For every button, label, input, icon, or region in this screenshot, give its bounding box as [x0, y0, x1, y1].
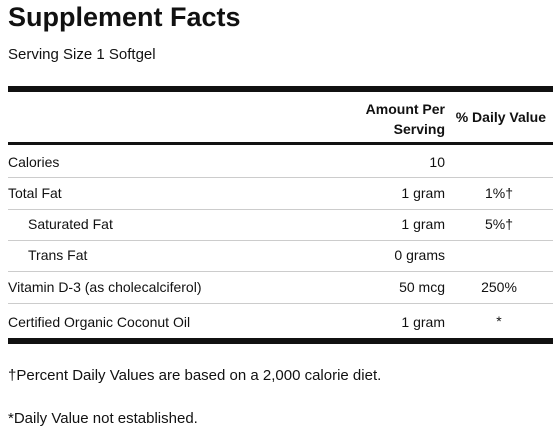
- amount-per-serving-header: Amount Per Serving: [366, 99, 445, 139]
- row-name: Trans Fat: [28, 247, 88, 263]
- row-daily-value: 1%†: [484, 185, 514, 201]
- row-amount: 1 gram: [401, 185, 445, 201]
- row-daily-value: 250%: [481, 279, 517, 295]
- bottom-thick-rule: [8, 338, 553, 344]
- row-daily-value: *: [496, 313, 502, 329]
- header-rule: [8, 142, 553, 145]
- table-row-trans-fat: Trans Fat 0 grams: [8, 241, 553, 272]
- footnote-daily-value-not-established: *Daily Value not established.: [8, 410, 198, 427]
- row-name: Certified Organic Coconut Oil: [8, 314, 191, 330]
- row-amount: 1 gram: [401, 314, 445, 330]
- table-row-coconut-oil: Certified Organic Coconut Oil 1 gram *: [8, 304, 553, 338]
- row-daily-value: 5%†: [484, 216, 514, 232]
- table-row-total-fat: Total Fat 1 gram 1%†: [8, 178, 553, 210]
- table-header: Amount Per Serving % Daily Value: [8, 97, 553, 139]
- table-row-calories: Calories 10: [8, 145, 553, 178]
- row-name: Saturated Fat: [28, 216, 113, 232]
- row-name: Total Fat: [8, 185, 62, 201]
- amount-header-line2: Serving: [393, 121, 445, 137]
- table-row-saturated-fat: Saturated Fat 1 gram 5%†: [8, 210, 553, 241]
- row-name: Vitamin D-3 (as cholecalciferol): [8, 279, 202, 295]
- footnote-percent-daily-values: †Percent Daily Values are based on a 2,0…: [8, 367, 382, 384]
- row-name: Calories: [8, 154, 60, 170]
- amount-header-line1: Amount Per: [365, 101, 445, 117]
- row-amount: 50 mcg: [399, 279, 445, 295]
- top-thick-rule: [8, 86, 553, 92]
- panel-title: Supplement Facts: [8, 2, 241, 32]
- row-amount: 0 grams: [394, 247, 445, 263]
- row-amount: 1 gram: [401, 216, 445, 232]
- serving-size: Serving Size 1 Softgel: [8, 46, 156, 63]
- table-row-vitamin-d3: Vitamin D-3 (as cholecalciferol) 50 mcg …: [8, 272, 553, 304]
- daily-value-header: % Daily Value: [455, 109, 546, 125]
- row-amount: 10: [429, 154, 445, 170]
